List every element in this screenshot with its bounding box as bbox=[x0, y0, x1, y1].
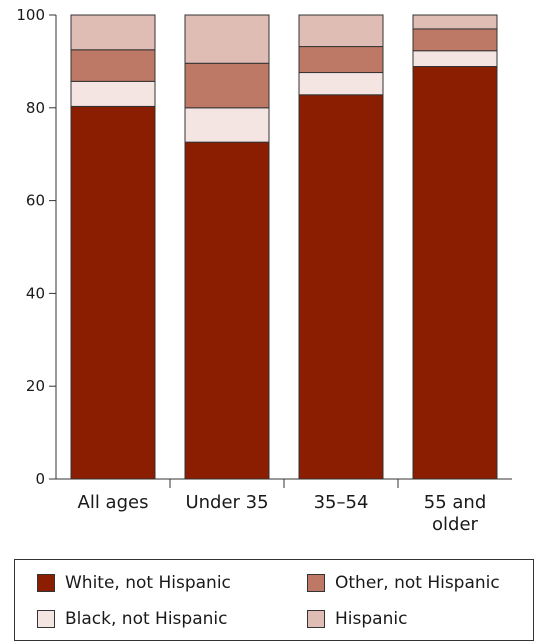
bar-segment bbox=[412, 28, 498, 52]
legend-label: Black, not Hispanic bbox=[65, 609, 228, 629]
legend-label: Other, not Hispanic bbox=[335, 573, 500, 593]
legend-swatch bbox=[37, 574, 55, 592]
bar-segment bbox=[298, 14, 384, 48]
bar-segment bbox=[70, 14, 156, 51]
y-tick-label: 80 bbox=[26, 99, 45, 117]
legend-item-black-not-hispanic: Black, not Hispanic bbox=[37, 607, 227, 631]
legend-label: Hispanic bbox=[335, 609, 408, 629]
bar-segment bbox=[70, 49, 156, 82]
bar-segment bbox=[70, 105, 156, 480]
bar-segment bbox=[412, 50, 498, 68]
x-category-label: All ages bbox=[78, 492, 149, 513]
legend-item-other-not-hispanic: Other, not Hispanic bbox=[307, 571, 500, 595]
y-tick-label: 40 bbox=[26, 284, 45, 302]
legend-item-hispanic: Hispanic bbox=[307, 607, 407, 631]
bar-segment bbox=[184, 141, 270, 480]
bar-segment bbox=[70, 80, 156, 107]
y-tick-label: 100 bbox=[16, 6, 45, 24]
x-axis: All ages Under 35 35–54 55 and older bbox=[56, 478, 512, 535]
bar-segment bbox=[412, 14, 498, 30]
bar-segment bbox=[298, 94, 384, 480]
y-tick-label: 20 bbox=[26, 377, 45, 395]
legend-item-white-not-hispanic: White, not Hispanic bbox=[37, 571, 231, 595]
y-tick-label: 0 bbox=[35, 470, 45, 488]
bar-segment bbox=[298, 46, 384, 74]
legend-swatch bbox=[307, 610, 325, 628]
legend-swatch bbox=[307, 574, 325, 592]
bars bbox=[70, 14, 498, 480]
x-category-label: 35–54 bbox=[314, 492, 369, 513]
y-tick-label: 60 bbox=[26, 192, 45, 210]
legend: White, not Hispanic Black, not Hispanic … bbox=[14, 559, 534, 641]
bar-segment bbox=[184, 107, 270, 143]
legend-label: White, not Hispanic bbox=[65, 573, 231, 593]
x-category-label: 55 and older bbox=[424, 492, 487, 535]
y-axis: 0 20 40 60 80 100 bbox=[16, 6, 57, 488]
legend-swatch bbox=[37, 610, 55, 628]
bar-segment bbox=[298, 72, 384, 96]
bar-segment bbox=[184, 62, 270, 109]
x-category-label: Under 35 bbox=[185, 492, 268, 513]
stacked-bar-chart: 0 20 40 60 80 100 All ages Under 35 35–54 55 and… bbox=[16, 6, 512, 535]
bar-segment bbox=[184, 14, 270, 64]
bar-segment bbox=[412, 66, 498, 480]
